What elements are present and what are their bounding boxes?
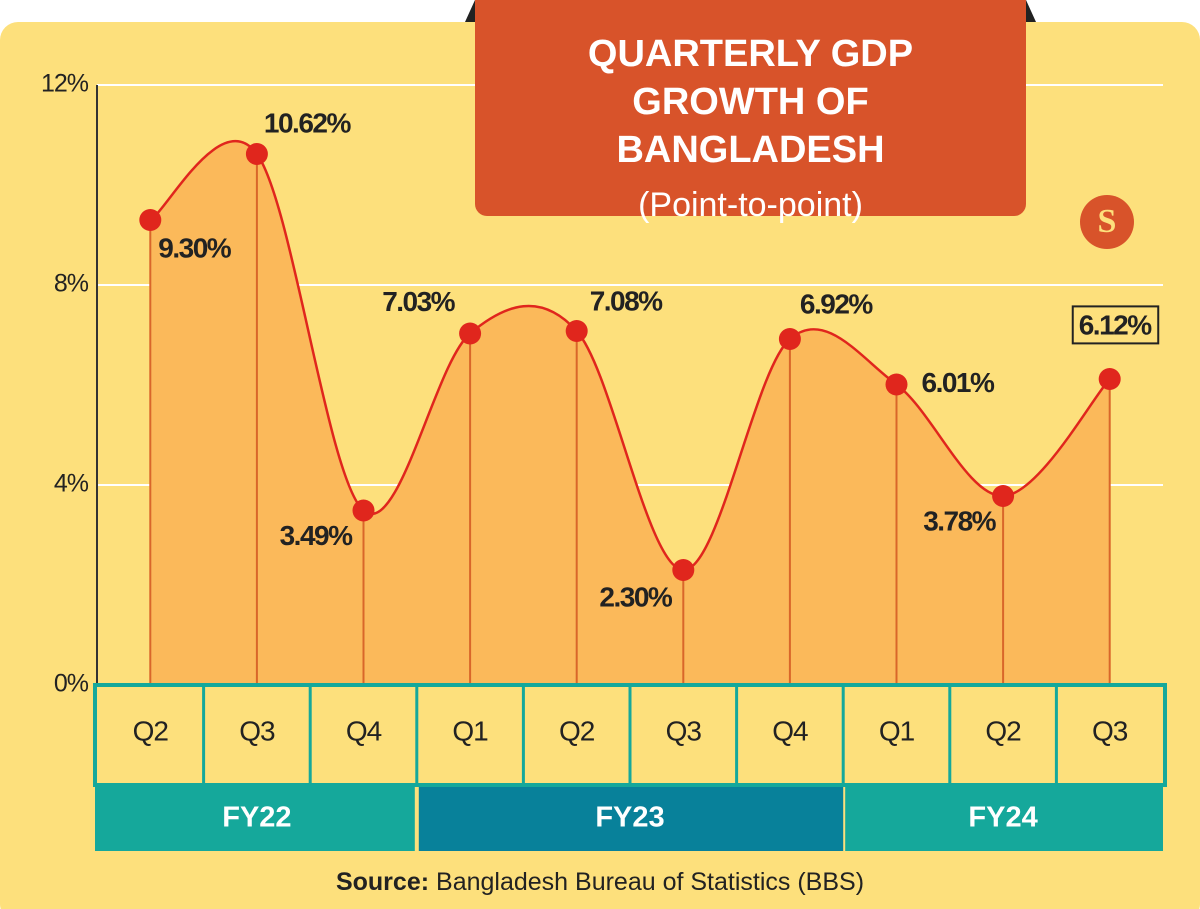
group-cell [95, 787, 415, 851]
chart-title: QUARTERLY GDP GROWTH OF BANGLADESH [587, 33, 914, 171]
data-label: 6.01% [922, 367, 995, 398]
data-label: 2.30% [599, 581, 672, 612]
y-tick-label: 12% [41, 70, 89, 98]
logo [1080, 195, 1134, 249]
group-cell [418, 787, 844, 851]
group-label: FY24 [968, 802, 1037, 834]
point [459, 322, 482, 345]
x-tick-label: Q2 [559, 715, 595, 746]
point [352, 499, 375, 522]
x-tick-label: Q4 [346, 715, 382, 746]
line [149, 139, 1111, 572]
area [150, 141, 1110, 685]
data-label: 6.12% [1079, 309, 1152, 340]
x-tick-label: Q2 [985, 715, 1021, 746]
data-label: 7.03% [382, 286, 455, 317]
y-tick-label: 0% [54, 670, 89, 698]
y-tick-label: 4% [54, 470, 89, 498]
x-tick-label: Q1 [879, 715, 915, 746]
group-label: FY23 [595, 802, 664, 834]
x-tick-label: Q3 [239, 715, 275, 746]
point [245, 143, 268, 165]
point [885, 373, 908, 396]
decor [465, 0, 475, 22]
point [1098, 368, 1121, 390]
title-box: QUARTERLY GDP GROWTH OF BANGLADESH (Poin… [475, 0, 1026, 224]
y-tick-label: 8% [54, 270, 89, 298]
label-box [1071, 305, 1160, 345]
data-label: 3.78% [923, 505, 996, 536]
x-tick-label: Q2 [133, 715, 169, 746]
data-label: 6.92% [800, 288, 873, 319]
point [565, 320, 588, 342]
source: Source: Bangladesh Bureau of Statistics … [0, 868, 1200, 897]
x-tick-label: Q4 [772, 715, 808, 746]
x-tick-label: Q3 [666, 715, 702, 746]
point [139, 209, 162, 231]
group-label: FY22 [222, 802, 291, 834]
decor [1026, 0, 1036, 22]
point [992, 485, 1015, 507]
group-cell [845, 787, 1163, 851]
chart-subtitle: (Point-to-point) [638, 186, 863, 224]
data-label: 7.08% [590, 285, 663, 316]
data-label: 10.62% [264, 107, 352, 138]
point [672, 559, 695, 581]
x-tick-label: Q1 [452, 715, 488, 746]
point [778, 328, 801, 350]
source-text: Bangladesh Bureau of Statistics (BBS) [436, 868, 865, 896]
logo-text: S [1098, 203, 1117, 240]
source-label: Source: [335, 868, 430, 896]
data-label: 3.49% [280, 520, 353, 551]
x-tick-label: Q3 [1092, 715, 1128, 746]
data-label: 9.30% [158, 232, 231, 263]
